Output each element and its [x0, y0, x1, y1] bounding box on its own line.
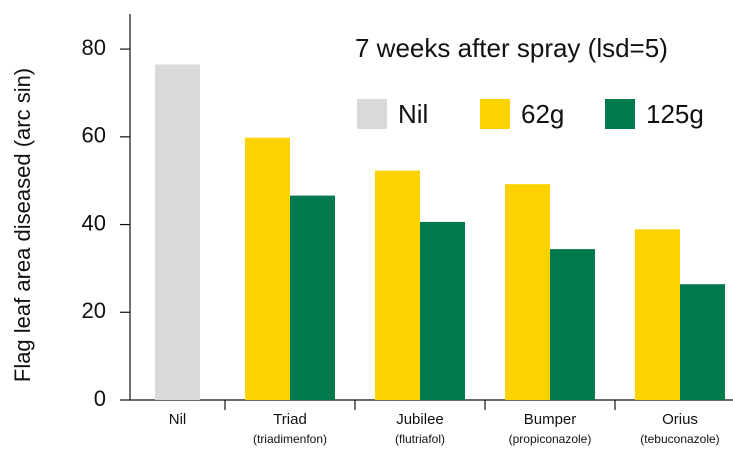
bar	[550, 249, 595, 400]
bar	[290, 195, 335, 400]
y-tick-label: 40	[82, 210, 106, 235]
legend-label: Nil	[398, 99, 428, 129]
y-axis-label: Flag leaf area diseased (arc sin)	[10, 68, 35, 382]
legend-label: 125g	[646, 99, 704, 129]
x-tick-note: (flutriafol)	[395, 432, 445, 446]
chart-title: 7 weeks after spray (lsd=5)	[355, 33, 668, 63]
x-tick-label: Orius	[662, 411, 698, 428]
y-tick-label: 0	[94, 386, 106, 411]
x-tick-label: Nil	[169, 411, 187, 428]
bar	[680, 284, 725, 400]
legend-swatch	[605, 99, 635, 129]
bar	[635, 229, 680, 400]
legend-label: 62g	[521, 99, 564, 129]
x-tick-note: (propiconazole)	[509, 432, 592, 446]
bar	[155, 64, 200, 401]
bar	[505, 184, 550, 400]
x-tick-label: Jubilee	[396, 411, 444, 428]
y-tick-label: 80	[82, 35, 106, 60]
bar	[375, 170, 420, 400]
x-tick-label: Bumper	[524, 411, 577, 428]
y-tick-label: 20	[82, 298, 106, 323]
legend-swatch	[357, 99, 387, 129]
bar	[420, 221, 465, 400]
x-tick-label: Triad	[273, 411, 307, 428]
legend-swatch	[480, 99, 510, 129]
x-tick-note: (tebuconazole)	[640, 432, 719, 446]
bar	[245, 137, 290, 401]
x-tick-note: (triadimenfon)	[253, 432, 327, 446]
y-tick-label: 60	[82, 123, 106, 148]
